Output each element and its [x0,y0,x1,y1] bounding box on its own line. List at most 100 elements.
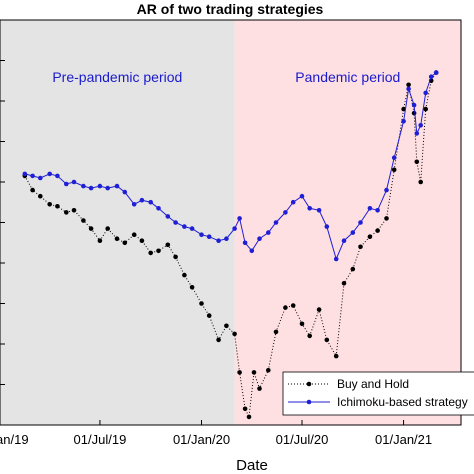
region-band-1 [234,20,461,425]
series-0 [22,70,439,420]
region-label-0: Pre-pandemic period [52,69,182,85]
series-1-point-44 [384,187,389,193]
series-1-point-6 [71,179,77,185]
series-0-point-50 [414,159,420,165]
series-0-point-29 [251,370,257,375]
x-axis-ticks: 01/Jan/19 01/Jul/19 01/Jan/20 01/Jul/20 01/J… [0,420,432,447]
series-0-point-27 [242,406,248,412]
series-0-point-18 [173,254,178,260]
legend-marker-0 [306,381,312,387]
series-1-point-40 [350,230,356,235]
series-lines [22,70,439,420]
series-1-point-32 [283,210,288,215]
series-1-point-20 [189,226,195,231]
series-1-point-50 [418,123,424,128]
series-1-point-31 [273,220,279,225]
series-1-point-19 [182,224,187,229]
series-0-point-40 [341,281,347,286]
series-0-point-43 [367,234,373,239]
series-1-point-30 [266,230,271,235]
series-0-point-34 [290,303,296,308]
series-1-point-18 [173,220,178,225]
series-1-point-52 [428,74,434,79]
series-1-point-51 [423,90,429,96]
series-1-point-12 [122,189,128,195]
x-tick-label-4: 01/Jan/21 [375,432,432,447]
chart-title: AR of two trading strategies [137,1,324,17]
series-0-point-47 [401,106,406,112]
series-0-point-3 [47,202,52,207]
region-label-1: Pandemic period [295,69,400,85]
series-0-point-44 [375,228,380,233]
series-0-point-35 [299,321,305,327]
series-0-point-7 [81,218,86,223]
series-1-point-0 [22,171,28,177]
x-axis-label: Date [236,457,268,474]
period-shading [0,20,461,425]
series-0-point-19 [182,272,187,278]
series-1-point-35 [307,206,313,211]
region-band-0 [0,20,235,425]
series-0-point-30 [257,386,262,391]
series-1-point-47 [406,86,411,92]
series-0-point-14 [139,238,145,243]
series-0-point-10 [105,226,110,231]
series-1-point-48 [411,102,417,108]
series-1-point-11 [114,183,120,189]
series-1-point-53 [433,70,439,75]
legend-entries: Buy and Hold Ichimoku-based strategy [288,377,468,409]
series-0-point-32 [273,329,279,335]
series-0-point-9 [97,238,103,243]
period-labels: Pre-pandemic period Pandemic period [52,69,400,85]
series-1-point-46 [401,119,406,124]
series-0-point-11 [114,236,120,241]
series-0-point-13 [131,232,137,237]
series-1-point-38 [333,256,339,262]
series-0-point-20 [189,285,195,290]
series-1-point-21 [199,232,204,237]
plot-frame [0,19,462,426]
series-0-point-17 [165,242,171,248]
series-1-point-8 [88,185,94,191]
series-0-point-15 [148,250,153,256]
series-0-point-24 [224,323,229,329]
series-0-point-33 [283,305,288,310]
legend-label-1: Ichimoku-based strategy [337,395,468,409]
series-0-point-12 [122,240,128,246]
series-1-point-29 [257,236,262,241]
series-1-point-49 [414,131,420,136]
series-0-point-26 [237,370,242,375]
series-1-point-4 [55,173,60,179]
series-0-point-5 [64,210,69,215]
series-1-point-17 [165,214,171,219]
series-0-point-48 [406,82,411,88]
series-0-point-49 [411,110,417,116]
series-0-point-8 [88,226,94,231]
series-1-point-28 [249,248,255,254]
series-0-point-36 [307,333,313,339]
series-0-point-2 [38,193,43,199]
legend-box [282,371,474,416]
legend-marker-1 [306,399,312,405]
series-0-point-51 [418,179,424,185]
series-1-point-41 [358,220,363,225]
series-1-point-43 [375,208,380,213]
legend: Buy and Hold Ichimoku-based strategy [282,371,474,416]
series-1 [22,70,439,262]
series-0-point-21 [199,301,204,306]
series-1-point-14 [139,197,145,203]
series-1-point-13 [131,202,137,207]
series-1-point-7 [81,183,86,189]
series-1-point-1 [30,173,35,179]
x-tick-label-3: 01/Jul/20 [276,432,329,447]
series-0-point-28 [246,414,252,420]
series-1-point-36 [316,208,322,213]
x-tick-label-1: 01/Jul/19 [74,432,127,447]
series-0-point-46 [391,167,397,173]
series-0-point-52 [423,106,429,112]
series-0-point-45 [384,216,389,221]
series-1-point-2 [38,175,43,181]
series-0-point-25 [232,331,237,337]
x-tick-label-2: 01/Jan/20 [173,432,230,447]
series-1-point-23 [216,238,221,243]
